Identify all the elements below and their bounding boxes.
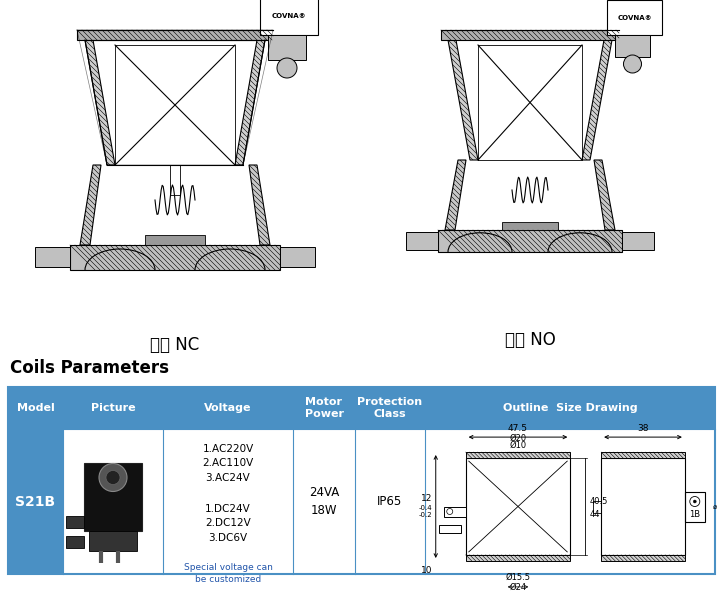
Bar	[89, 531, 137, 551]
Text: Motor
Power: Motor Power	[304, 397, 343, 419]
Polygon shape	[594, 160, 615, 230]
Text: IP65: IP65	[377, 495, 403, 508]
Bar	[66, 516, 84, 528]
Bar	[607, 0, 662, 35]
Text: 38: 38	[637, 424, 649, 433]
Bar	[602, 555, 685, 561]
Bar	[593, 501, 602, 513]
Bar	[8, 429, 715, 574]
Circle shape	[447, 508, 453, 514]
Text: Ø24: Ø24	[510, 583, 526, 592]
Bar	[260, 0, 318, 35]
Bar	[466, 458, 570, 555]
Text: 40.5: 40.5	[589, 497, 607, 506]
Bar	[35, 247, 70, 267]
Circle shape	[623, 55, 641, 73]
Text: Voltage: Voltage	[205, 403, 252, 413]
Text: 1.DC24V
2.DC12V
3.DC6V: 1.DC24V 2.DC12V 3.DC6V	[205, 504, 251, 543]
Text: 10: 10	[422, 566, 433, 575]
Text: Special voltage can
be customized: Special voltage can be customized	[184, 563, 273, 584]
Bar	[145, 235, 205, 245]
Polygon shape	[235, 40, 265, 165]
Text: COVNA®: COVNA®	[272, 13, 307, 19]
Bar	[70, 245, 280, 270]
Bar	[615, 35, 650, 57]
Bar	[602, 458, 685, 555]
Bar	[84, 463, 142, 531]
Text: 24VA
18W: 24VA 18W	[309, 486, 339, 517]
Bar	[502, 222, 558, 230]
Text: 常闭 NC: 常闭 NC	[150, 336, 200, 354]
Text: S21B: S21B	[15, 495, 56, 508]
Bar	[406, 232, 438, 250]
Bar	[77, 30, 273, 40]
Text: 常开 NO: 常开 NO	[505, 331, 555, 349]
Bar	[280, 247, 315, 267]
Polygon shape	[80, 165, 101, 245]
Text: COVNA®: COVNA®	[617, 14, 652, 20]
Bar	[439, 525, 461, 532]
Bar	[466, 555, 570, 561]
Text: Coils Parameters: Coils Parameters	[10, 359, 169, 377]
Text: Ø20: Ø20	[510, 434, 526, 443]
Circle shape	[693, 500, 696, 503]
Bar	[268, 35, 306, 60]
Bar	[444, 507, 466, 516]
Bar	[622, 232, 654, 250]
Circle shape	[99, 463, 127, 492]
Text: Model: Model	[17, 403, 54, 413]
Text: Ø10: Ø10	[510, 441, 526, 450]
Text: -0.4
-0.2: -0.4 -0.2	[419, 505, 433, 517]
Text: ⌀: ⌀	[713, 504, 717, 510]
Text: 1.AC220V
2.AC110V
3.AC24V: 1.AC220V 2.AC110V 3.AC24V	[202, 444, 254, 483]
Circle shape	[277, 58, 297, 78]
Text: 12: 12	[422, 494, 433, 503]
Bar	[466, 452, 570, 458]
Polygon shape	[85, 40, 115, 165]
Polygon shape	[445, 160, 466, 230]
Bar	[438, 230, 622, 252]
Bar	[602, 452, 685, 458]
Text: 47.5: 47.5	[508, 424, 528, 433]
Text: Picture: Picture	[90, 403, 135, 413]
Polygon shape	[448, 40, 478, 160]
Text: Protection
Class: Protection Class	[357, 397, 422, 419]
Bar	[8, 387, 715, 574]
Bar	[8, 387, 715, 429]
Circle shape	[106, 471, 120, 484]
Text: Ø15.5: Ø15.5	[505, 573, 531, 582]
Bar	[66, 535, 84, 548]
Text: 1B: 1B	[689, 510, 701, 519]
Text: 44: 44	[589, 510, 600, 519]
Bar	[441, 30, 619, 40]
Polygon shape	[249, 165, 270, 245]
Bar	[685, 492, 705, 522]
Polygon shape	[582, 40, 612, 160]
Text: Outline  Size Drawing: Outline Size Drawing	[502, 403, 637, 413]
Bar	[8, 429, 63, 574]
